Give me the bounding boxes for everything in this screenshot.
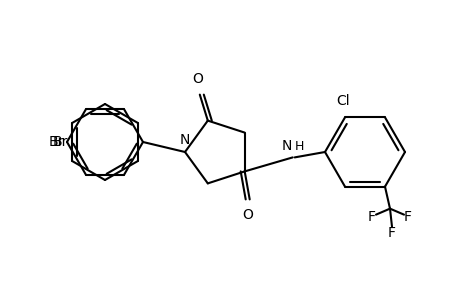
Text: Cl: Cl [336, 94, 349, 108]
Text: H: H [294, 140, 303, 153]
Text: F: F [387, 226, 395, 240]
Text: F: F [367, 210, 375, 224]
Text: O: O [192, 72, 203, 86]
Text: N: N [179, 133, 190, 147]
Text: F: F [403, 210, 411, 224]
Text: Br: Br [49, 135, 64, 149]
Text: O: O [242, 208, 252, 222]
Text: N: N [281, 140, 291, 153]
Text: Br: Br [53, 135, 68, 149]
